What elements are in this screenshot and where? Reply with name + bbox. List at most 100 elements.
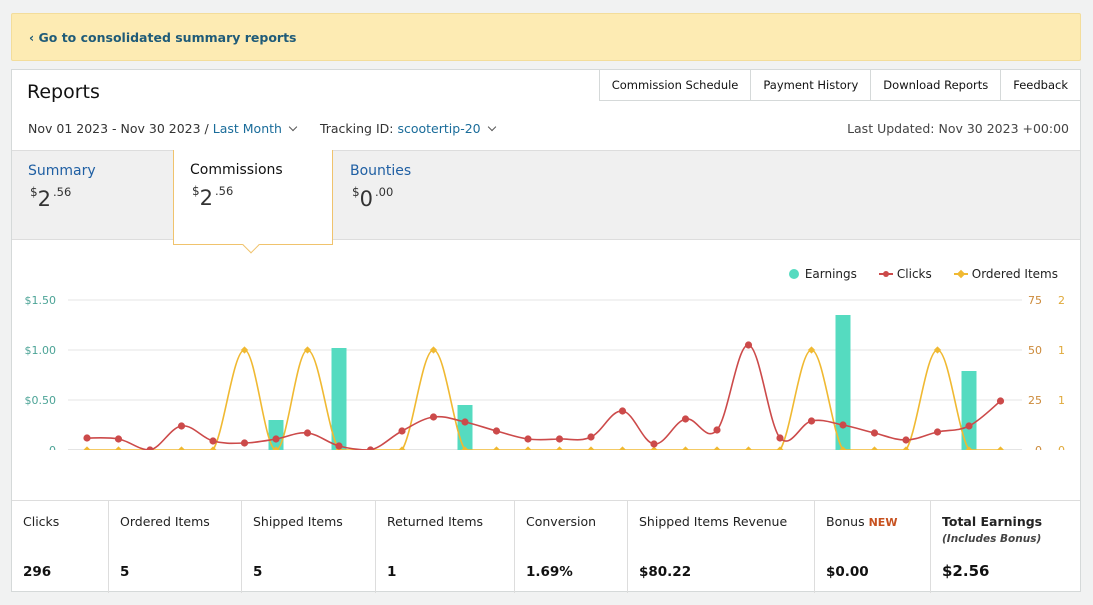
active-tab-pointer: [242, 236, 260, 254]
stat-value: 1: [387, 564, 397, 580]
stat-bonus: Bonus NEW $0.00: [815, 501, 931, 593]
ordered-items-point: [870, 446, 879, 450]
currency-symbol: $: [30, 185, 38, 199]
chevron-down-icon: [487, 122, 496, 132]
earnings-dot-icon: [788, 269, 799, 279]
y-right-tick-label: 50: [1028, 344, 1042, 357]
new-badge: NEW: [868, 516, 898, 529]
stat-clicks: Clicks 296: [12, 501, 109, 593]
stat-label: Clicks: [23, 514, 60, 529]
amount-whole: 0: [359, 187, 374, 211]
legend-clicks[interactable]: Clicks: [878, 267, 932, 281]
y-right-tick-label: 75: [1028, 294, 1042, 307]
amount-whole: 2: [37, 187, 52, 211]
y-left-tick-label: $0.50: [25, 394, 57, 407]
clicks-point: [933, 428, 942, 436]
tab-bounties-label: Bounties: [350, 163, 412, 179]
y-left-tick-label: $1.00: [25, 344, 57, 357]
report-filters: Nov 01 2023 - Nov 30 2023 / Last Month T…: [28, 121, 501, 136]
tab-commissions[interactable]: Commissions $2.56: [173, 150, 333, 254]
clicks-point: [398, 427, 406, 435]
y-left-tick-label: $1.50: [25, 294, 57, 307]
clicks-line-icon: [878, 269, 893, 279]
earnings-bar: [961, 371, 977, 450]
ordered-items-point: [209, 446, 217, 450]
period-dropdown[interactable]: Last Month: [213, 121, 302, 136]
clicks-line: [86, 344, 1002, 450]
clicks-point: [114, 435, 123, 443]
date-range: Nov 01 2023 - Nov 30 2023 /: [28, 121, 209, 136]
tracking-id-dropdown[interactable]: scootertip-20: [397, 121, 500, 136]
stat-label: Bonus NEW: [826, 514, 897, 529]
bounties-amount: $0.00: [352, 185, 393, 211]
y-left-tick-label: 0: [49, 444, 56, 450]
legend-earnings[interactable]: Earnings: [788, 267, 857, 281]
ordered-items-point: [902, 446, 910, 450]
stat-label: Ordered Items: [120, 514, 210, 529]
clicks-point: [618, 407, 627, 415]
tab-commission-schedule[interactable]: Commission Schedule: [598, 69, 752, 101]
currency-symbol: $: [192, 184, 200, 198]
currency-symbol: $: [352, 185, 360, 199]
ordered-items-point: [713, 446, 721, 450]
tab-download-reports[interactable]: Download Reports: [871, 69, 1002, 101]
y-right-tick-label: 0: [1035, 444, 1042, 450]
stat-value: $0.00: [826, 564, 869, 580]
tab-summary[interactable]: Summary $2.56: [12, 151, 172, 241]
stat-conversion: Conversion 1.69%: [515, 501, 628, 593]
tracking-id-value: scootertip-20: [397, 121, 481, 136]
stat-ordered-items: Ordered Items 5: [109, 501, 242, 593]
ordered-items-point: [492, 446, 501, 450]
chevron-down-icon: [288, 122, 298, 132]
tab-feedback[interactable]: Feedback: [1001, 69, 1081, 101]
stat-label: Shipped Items: [253, 514, 343, 529]
ordered-items-point: [776, 446, 784, 450]
tab-bounties[interactable]: Bounties $0.00: [334, 151, 494, 241]
ordered-items-point: [996, 446, 1005, 450]
stat-value: $80.22: [639, 564, 692, 580]
stat-value: 5: [253, 564, 263, 580]
y-right2-tick-label: 1: [1058, 344, 1065, 357]
clicks-point: [272, 435, 280, 443]
ordered-items-point: [650, 446, 658, 450]
tracking-label: Tracking ID:: [319, 121, 394, 136]
clicks-point: [335, 442, 343, 450]
last-updated: Last Updated: Nov 30 2023 +00:00: [847, 121, 1069, 136]
stat-value: $2.56: [942, 562, 990, 580]
clicks-point: [429, 413, 438, 421]
tab-summary-label: Summary: [28, 163, 96, 179]
clicks-point: [146, 446, 154, 450]
ordered-items-point: [398, 446, 406, 450]
clicks-point: [870, 429, 879, 437]
ordered-items-line-icon: [953, 269, 968, 279]
y-right2-tick-label: 2: [1058, 294, 1065, 307]
stat-label: Returned Items: [387, 514, 484, 529]
ordered-items-point: [744, 446, 753, 450]
tab-payment-history[interactable]: Payment History: [751, 69, 872, 101]
chart-legend: Earnings Clicks Ordered Items: [767, 267, 1058, 281]
clicks-point: [713, 426, 721, 434]
earnings-bar: [835, 315, 851, 450]
stat-shipped-revenue: Shipped Items Revenue $80.22: [628, 501, 815, 593]
stat-value: 5: [120, 564, 130, 580]
clicks-point: [524, 435, 532, 443]
y-right2-tick-label: 0: [1058, 444, 1065, 450]
stat-shipped-items: Shipped Items 5: [242, 501, 376, 593]
ordered-items-point: [965, 446, 973, 450]
ordered-items-point: [83, 446, 91, 450]
amount-cents: .56: [53, 185, 72, 199]
clicks-point: [776, 434, 784, 442]
legend-ordered-items[interactable]: Ordered Items: [953, 267, 1058, 281]
reports-panel: Reports Commission Schedule Payment Hist…: [11, 69, 1081, 593]
clicks-point: [902, 436, 910, 444]
stat-total-earnings: Total Earnings (Includes Bonus) $2.56: [931, 501, 1080, 593]
period-label: Last Month: [212, 121, 282, 136]
consolidated-summary-link[interactable]: ‹ Go to consolidated summary reports: [29, 30, 297, 45]
ordered-items-point: [177, 446, 186, 450]
page-title: Reports: [27, 81, 100, 103]
legend-ordered-items-label: Ordered Items: [971, 267, 1058, 281]
clicks-point: [965, 422, 973, 430]
clicks-point: [555, 435, 564, 443]
summary-amount: $2.56: [30, 185, 72, 211]
clicks-point: [587, 433, 595, 441]
